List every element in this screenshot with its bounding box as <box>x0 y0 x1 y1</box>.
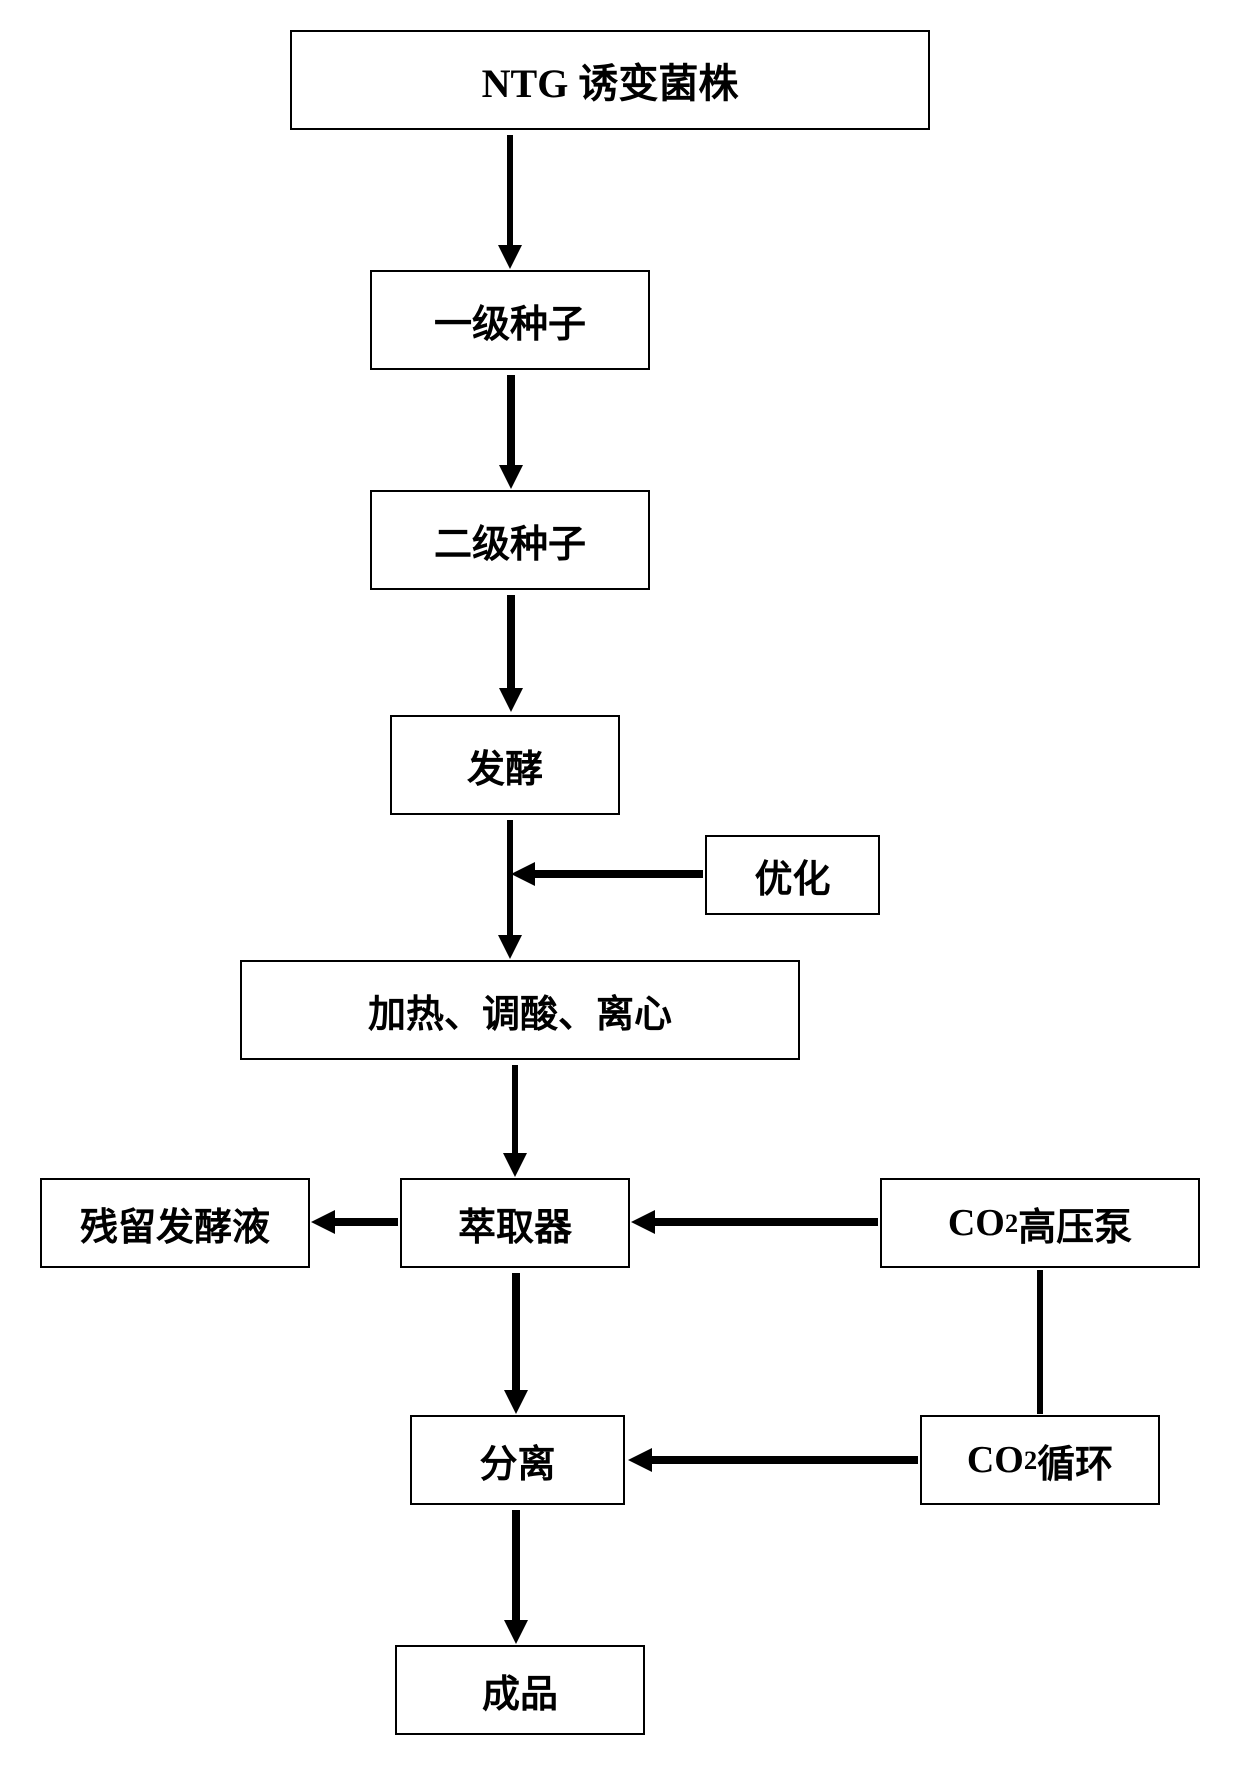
flowchart-arrow-head <box>311 1210 335 1234</box>
flowchart-node-n5: 优化 <box>705 835 880 915</box>
flowchart-arrow-line <box>507 595 515 688</box>
flowchart-arrow-head <box>511 862 535 886</box>
flowchart-arrow-line <box>512 1510 520 1620</box>
flowchart-node-n7: 残留发酵液 <box>40 1178 310 1268</box>
flowchart-arrow-head <box>504 1390 528 1414</box>
flowchart-arrow-line <box>655 1218 878 1226</box>
flowchart-arrow-line <box>507 375 515 465</box>
flowchart-arrow-head <box>503 1153 527 1177</box>
flowchart-arrow-head <box>628 1448 652 1472</box>
flowchart-arrow-line <box>335 1218 398 1226</box>
flowchart-node-n10: 分离 <box>410 1415 625 1505</box>
flowchart-node-n6: 加热、调酸、离心 <box>240 960 800 1060</box>
flowchart-arrow-line <box>512 1065 518 1153</box>
flowchart-arrow-head <box>498 935 522 959</box>
flowchart-node-n9: CO2高压泵 <box>880 1178 1200 1268</box>
flowchart-node-n11: CO2循环 <box>920 1415 1160 1505</box>
flowchart-arrow-head <box>631 1210 655 1234</box>
flowchart-node-n2: 一级种子 <box>370 270 650 370</box>
flowchart-arrow-head <box>498 245 522 269</box>
flowchart-node-n12: 成品 <box>395 1645 645 1735</box>
flowchart-connector-line <box>1037 1270 1043 1414</box>
flowchart-arrow-head <box>499 465 523 489</box>
flowchart-arrow-line <box>652 1456 918 1464</box>
flowchart-node-n8: 萃取器 <box>400 1178 630 1268</box>
flowchart-node-n4: 发酵 <box>390 715 620 815</box>
flowchart-arrow-head <box>499 688 523 712</box>
flowchart-arrow-line <box>535 870 703 878</box>
flowchart-node-n3: 二级种子 <box>370 490 650 590</box>
flowchart-node-n1: NTG 诱变菌株 <box>290 30 930 130</box>
flowchart-arrow-head <box>504 1620 528 1644</box>
flowchart-arrow-line <box>507 135 513 245</box>
flowchart-arrow-line <box>512 1273 520 1390</box>
